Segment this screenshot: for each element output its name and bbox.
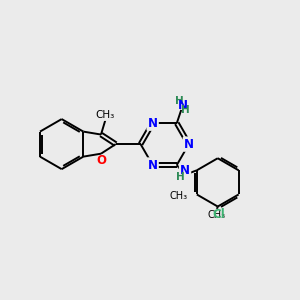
Text: CH₃: CH₃ bbox=[96, 110, 115, 120]
Text: N: N bbox=[148, 158, 158, 172]
Polygon shape bbox=[207, 209, 228, 223]
Text: H: H bbox=[181, 105, 190, 115]
Text: N: N bbox=[180, 164, 190, 177]
Text: O: O bbox=[96, 154, 106, 167]
Text: Cl: Cl bbox=[213, 208, 226, 221]
Text: N: N bbox=[184, 138, 194, 151]
Text: N: N bbox=[178, 99, 188, 112]
Text: N: N bbox=[148, 117, 158, 130]
Text: H: H bbox=[176, 96, 184, 106]
Text: H: H bbox=[176, 172, 185, 182]
Text: CH₃: CH₃ bbox=[207, 210, 225, 220]
Text: CH₃: CH₃ bbox=[170, 191, 188, 201]
